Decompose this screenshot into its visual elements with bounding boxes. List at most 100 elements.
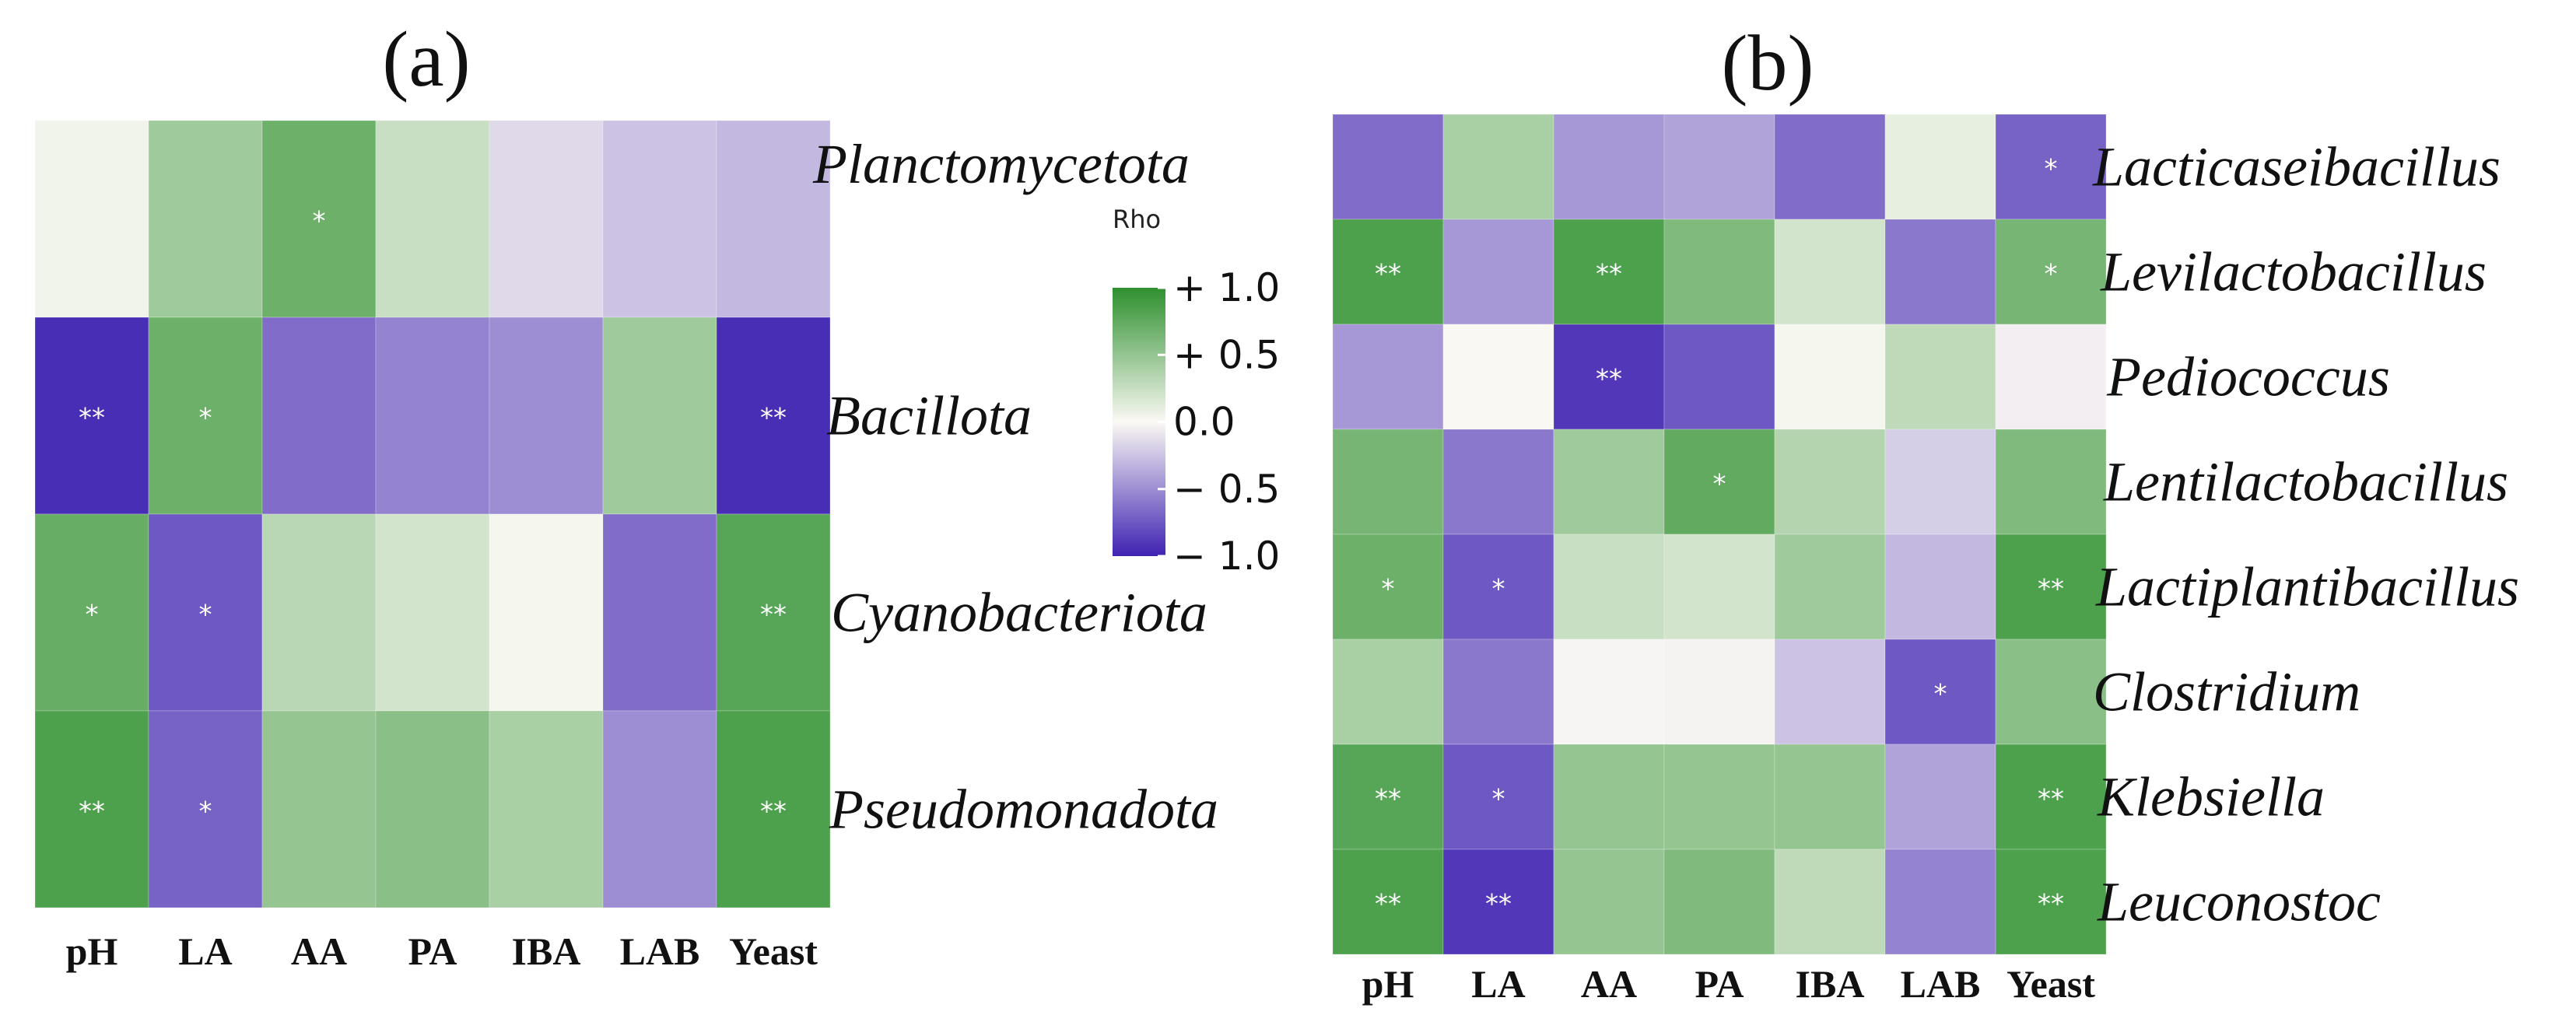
significance-marker: *: [1492, 574, 1505, 605]
heatmap-cell: [1774, 219, 1886, 325]
heatmap-cell: [1332, 429, 1444, 535]
heatmap-cell: [1995, 324, 2107, 430]
significance-marker: **: [1485, 889, 1512, 920]
significance-marker: **: [1596, 259, 1622, 290]
heatmap-cell: [1663, 219, 1775, 325]
heatmap-cell: [1663, 744, 1775, 850]
column-label: Yeast: [2006, 962, 2095, 1006]
heatmap-cell: [1332, 744, 1444, 850]
legend-tick-label: − 0.5: [1173, 467, 1280, 512]
heatmap-cell: [1995, 534, 2107, 640]
heatmap-cell: [375, 513, 490, 712]
heatmap-cell: [602, 317, 717, 515]
heatmap-cell: [34, 120, 149, 318]
column-label: LAB: [620, 929, 700, 973]
significance-marker: *: [199, 796, 212, 828]
significance-marker: **: [79, 796, 105, 828]
heatmap-cell: [1663, 639, 1775, 745]
heatmap-cell: [34, 710, 149, 908]
heatmap-cell: [1774, 429, 1886, 535]
heatmap-cell: [1442, 429, 1554, 535]
significance-marker: **: [1375, 889, 1401, 920]
heatmap-cell: [261, 710, 377, 908]
column-label: Yeast: [729, 929, 818, 973]
row-label: Lactiplantibacillus: [2095, 556, 2519, 618]
legend-colorbar: [1113, 288, 1165, 556]
heatmap-cell: [716, 120, 831, 318]
heatmap-cell: [261, 120, 377, 318]
significance-marker: **: [1375, 784, 1401, 815]
legend-title: Rho: [1113, 205, 1161, 234]
heatmap-cell: [34, 513, 149, 712]
significance-marker: *: [2045, 259, 2058, 290]
column-label: LA: [178, 929, 232, 973]
row-label: Pediococcus: [2106, 346, 2390, 408]
heatmap-cell: [1663, 429, 1775, 535]
panel-a-title: (a): [382, 16, 470, 103]
heatmap-cell: [489, 513, 604, 712]
column-label: AA: [1581, 962, 1637, 1006]
heatmap-cell: [1553, 744, 1665, 850]
row-label: Planctomycetota: [812, 133, 1190, 195]
heatmap-cell: [1332, 639, 1444, 745]
significance-marker: **: [2038, 574, 2064, 605]
heatmap-cell: [489, 120, 604, 318]
color-legend: Rho + 1.0 + 0.5 0.0 − 0.5 − 1.0: [1113, 205, 1280, 579]
row-label: Lacticaseibacillus: [2092, 136, 2501, 198]
heatmap-cell: [1332, 849, 1444, 955]
heatmap-cell: [1774, 849, 1886, 955]
heatmap-cell: [1553, 849, 1665, 955]
heatmap-cell: [375, 710, 490, 908]
heatmap-cell: [716, 513, 831, 712]
significance-marker: **: [2038, 784, 2064, 815]
heatmap-cell: [1442, 639, 1554, 745]
heatmap-cell: [1884, 429, 1996, 535]
heatmap-cell: [1332, 324, 1444, 430]
significance-marker: **: [1596, 364, 1622, 395]
heatmap-cell: [1774, 744, 1886, 850]
heatmap-cell: [1884, 324, 1996, 430]
heatmap-cell: [602, 120, 717, 318]
heatmap-cell: [1774, 639, 1886, 745]
heatmap-cell: [1663, 114, 1775, 220]
heatmap-cell: [1553, 534, 1665, 640]
legend-tick-label: + 1.0: [1173, 265, 1280, 310]
significance-marker: *: [199, 600, 212, 631]
column-label: pH: [1362, 962, 1414, 1006]
heatmap-cell: [1553, 324, 1665, 430]
heatmap-cell: [1995, 219, 2107, 325]
heatmap-cell: [1774, 114, 1886, 220]
significance-marker: *: [199, 403, 212, 434]
significance-marker: *: [1492, 784, 1505, 815]
row-label: Bacillota: [826, 385, 1032, 447]
legend-tick-label: + 0.5: [1173, 332, 1280, 377]
heatmap-cell: [1332, 114, 1444, 220]
heatmap-cell: [1442, 744, 1554, 850]
row-label: Lentilactobacillus: [2103, 451, 2508, 513]
legend-ticks: + 1.0 + 0.5 0.0 − 0.5 − 1.0: [1158, 265, 1280, 579]
heatmap-cell: [1774, 534, 1886, 640]
heatmap-cell: [1995, 114, 2107, 220]
significance-marker: *: [1382, 574, 1395, 605]
panel-b: (b) *** ** ***** * ***** * **** ** ** Lacticasei…: [1332, 19, 2519, 1006]
heatmap-cell: [148, 120, 263, 318]
heatmap-cell: [1553, 429, 1665, 535]
heatmap-cell: [1553, 219, 1665, 325]
heatmap-cell: [1442, 534, 1554, 640]
heatmap-b-column-labels: pH LA AA PA IBA LAB Yeast: [1362, 962, 2096, 1006]
heatmap-cell: [1884, 744, 1996, 850]
legend-tick-label: 0.0: [1173, 400, 1235, 445]
column-label: pH: [66, 929, 118, 973]
significance-marker: *: [2045, 154, 2058, 185]
heatmap-cell: [1884, 219, 1996, 325]
heatmap-a-grid: *** * *** * **** * **: [34, 120, 831, 908]
legend-tick-label: − 1.0: [1173, 534, 1280, 579]
significance-marker: **: [760, 796, 787, 828]
heatmap-b-row-labels: Lacticaseibacillus Levilactobacillus Pedio…: [2092, 136, 2519, 933]
heatmap-cell: [1884, 639, 1996, 745]
heatmap-cell: [1884, 849, 1996, 955]
significance-marker: *: [1713, 469, 1726, 500]
heatmap-cell: [1995, 849, 2107, 955]
heatmap-cell: [1442, 849, 1554, 955]
